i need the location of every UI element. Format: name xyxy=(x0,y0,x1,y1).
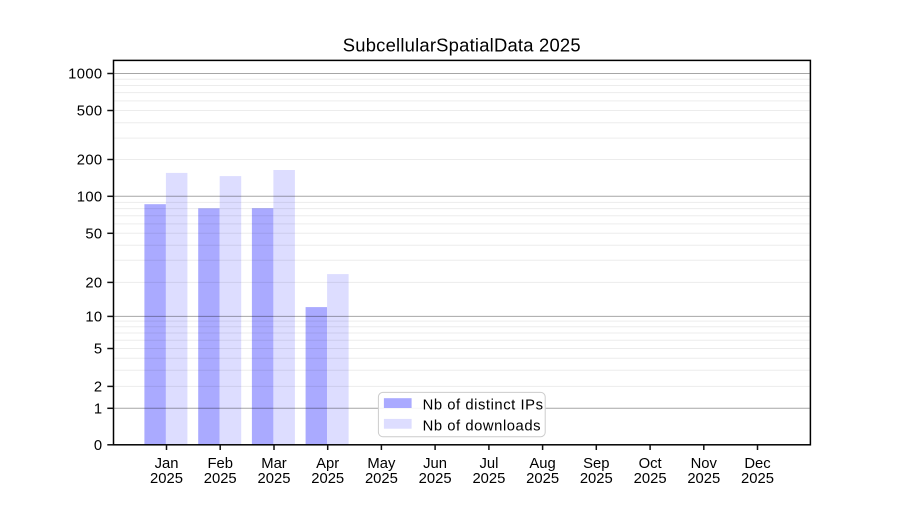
svg-text:2025: 2025 xyxy=(472,471,505,487)
svg-text:500: 500 xyxy=(77,104,103,120)
svg-text:Jan: Jan xyxy=(155,456,179,472)
svg-text:2025: 2025 xyxy=(150,471,183,487)
svg-text:Nb of distinct IPs: Nb of distinct IPs xyxy=(423,397,544,413)
svg-text:10: 10 xyxy=(85,309,102,325)
svg-text:2025: 2025 xyxy=(580,471,613,487)
svg-text:Apr: Apr xyxy=(316,456,339,472)
svg-text:2025: 2025 xyxy=(741,471,774,487)
svg-text:50: 50 xyxy=(85,226,102,242)
svg-text:2025: 2025 xyxy=(311,471,344,487)
svg-text:2025: 2025 xyxy=(634,471,667,487)
svg-text:1: 1 xyxy=(94,401,103,417)
svg-text:2: 2 xyxy=(94,379,103,395)
svg-text:May: May xyxy=(367,456,396,472)
svg-text:Oct: Oct xyxy=(639,456,662,472)
svg-text:2025: 2025 xyxy=(687,471,720,487)
svg-text:20: 20 xyxy=(85,275,102,291)
svg-text:Nb of downloads: Nb of downloads xyxy=(423,418,541,434)
svg-text:2025: 2025 xyxy=(258,471,291,487)
svg-text:Sep: Sep xyxy=(583,456,609,472)
svg-text:Jul: Jul xyxy=(479,456,498,472)
svg-text:2025: 2025 xyxy=(419,471,452,487)
svg-text:2025: 2025 xyxy=(526,471,559,487)
svg-text:Mar: Mar xyxy=(261,456,287,472)
svg-text:5: 5 xyxy=(94,342,103,358)
svg-text:0: 0 xyxy=(94,438,103,454)
svg-text:Nov: Nov xyxy=(691,456,718,472)
svg-text:100: 100 xyxy=(77,189,103,205)
svg-text:Feb: Feb xyxy=(207,456,233,472)
svg-text:2025: 2025 xyxy=(204,471,237,487)
svg-text:Dec: Dec xyxy=(744,456,771,472)
svg-text:1000: 1000 xyxy=(68,67,102,83)
svg-text:200: 200 xyxy=(77,153,103,169)
svg-text:Aug: Aug xyxy=(529,456,555,472)
svg-text:Jun: Jun xyxy=(423,456,447,472)
svg-text:2025: 2025 xyxy=(365,471,398,487)
svg-text:SubcellularSpatialData 2025: SubcellularSpatialData 2025 xyxy=(343,34,581,55)
